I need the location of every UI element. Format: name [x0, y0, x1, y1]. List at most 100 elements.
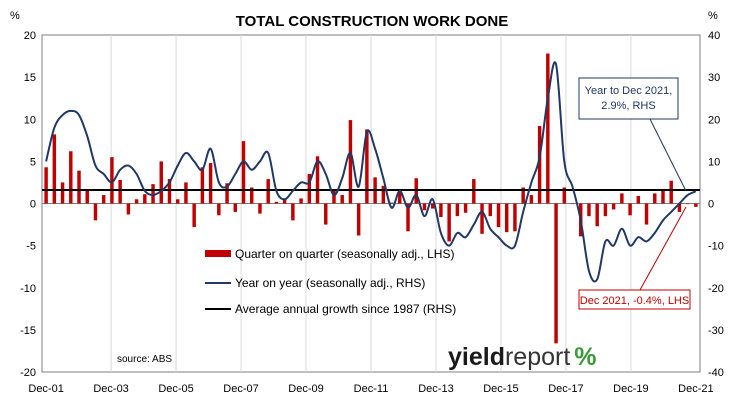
right-tick-label: -30 [708, 325, 724, 337]
bar [521, 187, 525, 204]
right-tick-label: -20 [708, 283, 724, 295]
bar [406, 203, 410, 232]
bar [636, 195, 641, 204]
bar [603, 203, 608, 217]
bar [208, 163, 213, 204]
annotation-leader-blue [649, 118, 687, 192]
bar [447, 203, 451, 242]
legend-label-average: Average annual growth since 1987 (RHS) [235, 302, 456, 316]
left-tick-label: -15 [20, 325, 36, 337]
x-tick-label: Dec-19 [613, 383, 648, 395]
bar [365, 129, 369, 204]
bar [291, 203, 295, 221]
annotation-year-to-dec-2021: Year to Dec 2021, 2.9%, RHS [578, 77, 687, 192]
bar [529, 195, 534, 204]
x-tick-label: Dec-01 [28, 383, 63, 395]
bar [644, 203, 649, 225]
bar [546, 53, 550, 204]
bar [685, 203, 690, 205]
right-tick-label: 20 [708, 114, 720, 126]
left-tick-label: -20 [20, 367, 36, 379]
bar [340, 195, 344, 204]
legend: Quarter on quarter (seasonally adj., LHS… [205, 247, 456, 316]
right-tick-label: 30 [708, 72, 720, 84]
x-tick-label: Dec-03 [93, 383, 128, 395]
bar [167, 179, 172, 204]
left-tick-label: 10 [24, 114, 36, 126]
bar [118, 179, 122, 204]
bar [250, 187, 254, 204]
bar [192, 203, 196, 228]
bar [554, 203, 558, 344]
bar [398, 189, 402, 204]
yieldreport-logo: yieldreport% [448, 343, 597, 371]
bar [504, 203, 509, 233]
bar [389, 202, 394, 204]
x-tick-label: Dec-17 [548, 383, 583, 395]
annotation-box-red [578, 289, 691, 310]
bar [233, 203, 238, 212]
bar [258, 203, 262, 214]
left-tick-label: 0 [30, 199, 36, 211]
annotation-box-blue [578, 77, 679, 120]
bar [274, 201, 279, 204]
legend-label-yoy: Year on year (seasonally adj., RHS) [235, 276, 425, 290]
bar [661, 190, 665, 204]
bar [332, 190, 336, 204]
left-tick-label: -10 [20, 283, 36, 295]
bar [430, 203, 435, 209]
right-tick-label: 40 [708, 30, 720, 42]
right-tick-label: -40 [708, 367, 724, 379]
left-tick-label: -5 [26, 241, 36, 253]
svg-text:yieldreport%: yieldreport% [448, 343, 597, 371]
bar [669, 180, 673, 204]
bar [52, 134, 57, 204]
bar [134, 199, 139, 204]
chart-title: TOTAL CONSTRUCTION WORK DONE [236, 13, 509, 30]
logo-text-yield: yield [448, 343, 505, 371]
bar [324, 203, 328, 225]
bar [463, 203, 468, 213]
bar [299, 198, 303, 204]
bar [472, 179, 476, 204]
bar [200, 167, 205, 204]
bar [159, 161, 163, 204]
annotation-dec-2021: Dec 2021, -0.4%, LHS [578, 206, 691, 310]
bar [488, 203, 492, 217]
bar [611, 203, 616, 210]
bar [562, 187, 567, 204]
legend-label-bars: Quarter on quarter (seasonally adj., LHS… [235, 247, 454, 261]
bar [69, 151, 73, 204]
left-axis-unit: % [10, 10, 20, 22]
bar [620, 193, 624, 204]
bar [143, 194, 147, 204]
year-on-year-line [45, 61, 697, 283]
bar [217, 203, 221, 216]
x-tick-label: Dec-13 [418, 383, 453, 395]
bar [282, 199, 287, 204]
bar [694, 203, 698, 207]
bar [266, 179, 270, 204]
right-tick-label: 0 [708, 199, 714, 211]
logo-text-percent: % [574, 343, 596, 371]
bar [126, 203, 131, 215]
x-tick-label: Dec-07 [223, 383, 258, 395]
bar [356, 203, 361, 236]
left-tick-label: 15 [24, 72, 36, 84]
bar [381, 185, 386, 204]
x-tick-label: Dec-21 [678, 383, 713, 395]
bar [315, 156, 320, 204]
bar [348, 120, 353, 204]
x-tick-label: Dec-05 [158, 383, 193, 395]
x-axis-ticks: Dec-01 Dec-03 Dec-05 Dec-07 Dec-09 Dec-11 Dec-… [28, 383, 713, 395]
bar [595, 203, 599, 227]
bar [455, 203, 460, 217]
bar [439, 203, 443, 217]
annotation-red-text: Dec 2021, -0.4%, LHS [580, 295, 689, 307]
bar [628, 203, 632, 216]
left-tick-label: 20 [24, 30, 36, 42]
bar [151, 184, 155, 204]
logo-text-report: report [505, 343, 570, 371]
annotation-leader-red [639, 206, 687, 291]
